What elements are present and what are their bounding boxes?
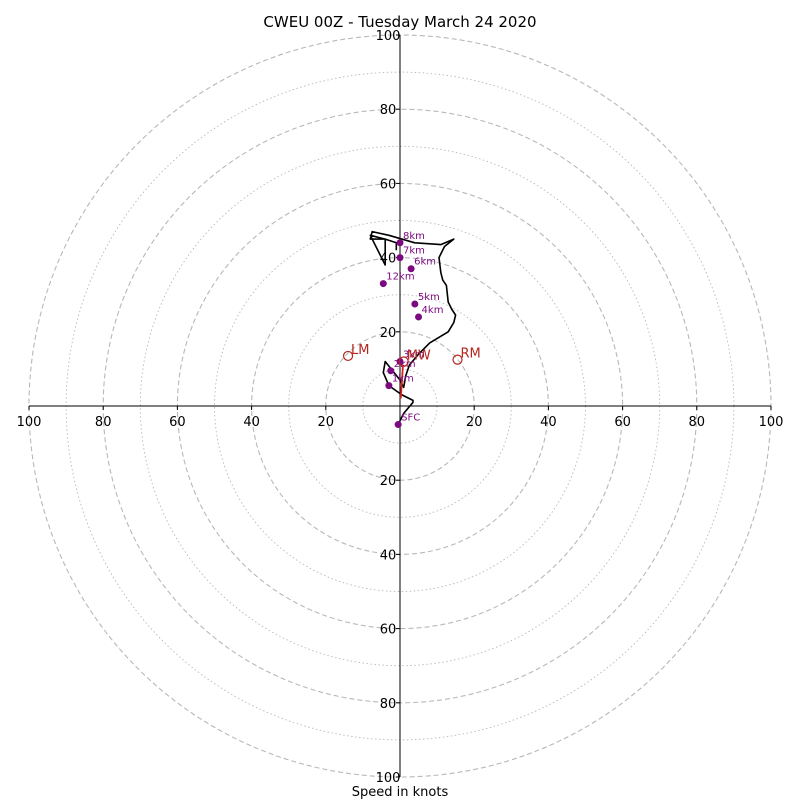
height-label-4km: 4km — [422, 305, 444, 316]
y-tick-label: 20 — [380, 474, 397, 489]
y-tick-label: 20 — [380, 326, 397, 341]
x-tick-label: 40 — [540, 415, 557, 430]
height-point-1km — [385, 382, 393, 390]
x-tick-label: 20 — [466, 415, 483, 430]
motion-marker-mw — [398, 356, 409, 367]
y-tick-label: 100 — [376, 29, 401, 44]
height-label-1km: 1km — [392, 374, 414, 385]
y-tick-label: 40 — [380, 548, 397, 563]
motion-label-mw: MW — [407, 348, 431, 363]
axes — [29, 35, 771, 777]
height-label-12km: 12km — [386, 272, 414, 283]
x-axis-label: Speed in knots — [352, 785, 449, 800]
height-label-3km: 3km — [403, 349, 425, 360]
height-point-7km — [396, 254, 404, 262]
height-label-5km: 5km — [418, 292, 440, 303]
height-label-7km: 7km — [403, 246, 425, 257]
storm-motion-markers: LM RM MW — [342, 343, 481, 367]
height-label-2km: 2km — [394, 359, 416, 370]
x-tick-label: 20 — [318, 415, 335, 430]
x-tick-label: 80 — [689, 415, 706, 430]
x-tick-label: 40 — [243, 415, 260, 430]
x-tick-label: 100 — [17, 415, 42, 430]
height-point-6km — [407, 265, 415, 273]
motion-marker-rm — [452, 354, 463, 365]
height-point-3km — [396, 357, 404, 365]
height-point-5km — [411, 300, 419, 308]
height-label-8km: 8km — [403, 231, 425, 242]
y-tick-label: 60 — [380, 623, 397, 638]
height-label-6km: 6km — [414, 257, 436, 268]
x-tick-label: 100 — [759, 415, 784, 430]
motion-marker-lm — [342, 350, 354, 362]
hodograph-line — [369, 230, 457, 425]
chart-title: CWEU 00Z - Tuesday March 24 2020 — [263, 13, 536, 31]
x-tick-label: 60 — [614, 415, 631, 430]
height-point-2km — [387, 367, 395, 375]
x-tick-label: 60 — [169, 415, 186, 430]
motion-label-lm: LM — [351, 343, 369, 358]
x-tick-label: 80 — [95, 415, 112, 430]
y-tick-label: 60 — [380, 177, 397, 192]
y-tick-label: 80 — [380, 697, 397, 712]
shear-vector — [399, 365, 404, 399]
tick-labels: 100 80 60 40 20 20 40 60 80 100100806040202040608… — [17, 29, 784, 786]
y-tick-label: 100 — [376, 771, 401, 786]
height-point-sfc — [394, 421, 402, 429]
hodograph-trace — [369, 230, 457, 425]
height-point-8km — [396, 239, 404, 247]
y-tick-label: 80 — [380, 103, 397, 118]
height-point-4km — [415, 313, 423, 321]
height-point-12km — [379, 280, 387, 288]
motion-label-rm: RM — [461, 347, 481, 362]
height-label-sfc: SFC — [401, 413, 420, 424]
